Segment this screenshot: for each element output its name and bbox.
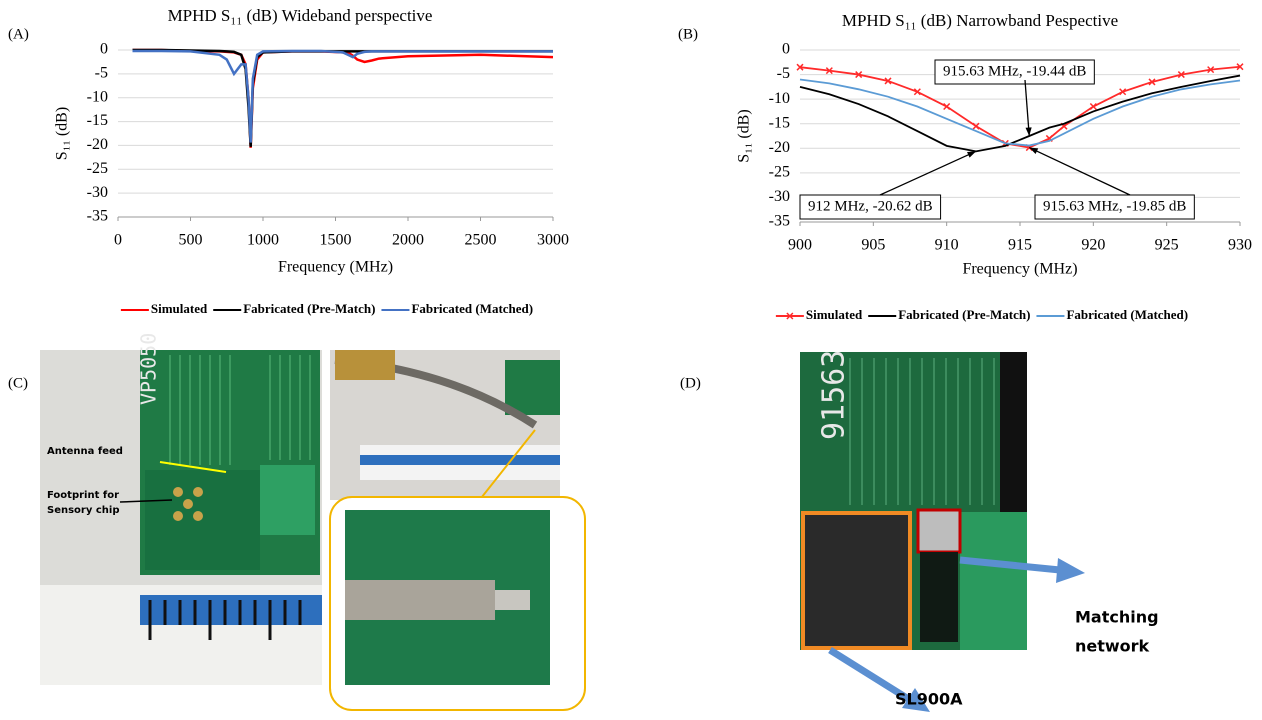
annotation: 915.63 MHz, -19.44 dB <box>943 63 1086 79</box>
legend-label: Simulated <box>806 307 863 322</box>
y-tick-label: -20 <box>87 136 108 153</box>
panel-label: (B) <box>678 26 698 42</box>
photo-c-cable <box>330 350 560 512</box>
x-tick-label: 1500 <box>320 232 352 249</box>
y-tick-label: -30 <box>769 188 790 205</box>
photo-c-inset <box>330 497 585 710</box>
annotation: Matching <box>1075 608 1159 627</box>
x-tick-label: 920 <box>1081 237 1105 254</box>
y-tick-label: -5 <box>95 65 108 82</box>
series-line <box>800 76 1240 152</box>
x-tick-label: 2000 <box>392 232 424 249</box>
series-line <box>800 79 1240 145</box>
arrowhead <box>1029 148 1038 154</box>
annotation: Footprint for <box>47 490 119 501</box>
arrowhead <box>967 151 976 157</box>
y-tick-label: -15 <box>769 114 790 131</box>
y-tick-label: -25 <box>87 160 108 177</box>
y-tick-label: -30 <box>87 184 108 201</box>
x-axis-label: Frequency (MHz) <box>278 259 393 276</box>
y-tick-label: -15 <box>87 112 108 129</box>
legend: Simulated Fabricated (Pre-Match) Fabricate… <box>121 301 533 316</box>
marker <box>1090 104 1096 110</box>
x-tick-label: 900 <box>788 237 812 254</box>
y-tick-label: -35 <box>769 213 790 230</box>
y-tick-label: -10 <box>769 90 790 107</box>
y-tick-label: -25 <box>769 164 790 181</box>
chart-title: MPHD S₁₁ (dB) Wideband perspective <box>168 6 433 25</box>
y-axis-label: S₁₁ (dB) <box>54 107 71 160</box>
annotation-arrow <box>1029 148 1130 195</box>
photo-c: VP5050 Antenna feed Footprint for Sensor… <box>40 333 322 685</box>
x-tick-label: 930 <box>1228 237 1252 254</box>
x-tick-label: 500 <box>179 232 203 249</box>
x-axis-label: Frequency (MHz) <box>962 261 1077 278</box>
panel-label: (A) <box>8 26 29 42</box>
annotation: SL900A <box>895 690 963 709</box>
x-tick-label: 0 <box>114 232 122 249</box>
photo-d: 91563 Matching network SL900A <box>800 350 1159 712</box>
series-line <box>133 50 554 147</box>
figure: (A) (B) (C) (D) VP5050 Antenna feed Foot… <box>0 0 1262 720</box>
legend-label: Simulated <box>151 301 208 316</box>
x-tick-label: 905 <box>861 237 885 254</box>
series-line <box>133 50 554 148</box>
y-tick-label: -35 <box>87 208 108 225</box>
legend-label: Fabricated (Pre-Match) <box>898 307 1030 322</box>
board-text: VP5050 <box>137 333 161 405</box>
x-tick-label: 2500 <box>465 232 497 249</box>
annotation: Antenna feed <box>47 446 123 457</box>
legend-label: Fabricated (Matched) <box>1066 307 1188 322</box>
annotation: 912 MHz, -20.62 dB <box>808 198 933 214</box>
chart-title: MPHD S₁₁ (dB) Narrowband Pespective <box>842 11 1118 30</box>
panel-label: (C) <box>8 375 28 391</box>
annotation: network <box>1075 637 1150 656</box>
series-line <box>133 51 554 143</box>
x-tick-label: 915 <box>1008 237 1032 254</box>
y-tick-label: -5 <box>777 65 790 82</box>
x-tick-label: 3000 <box>537 232 569 249</box>
annotation: Sensory chip <box>47 505 120 516</box>
y-tick-label: 0 <box>100 41 108 58</box>
annotation: 915.63 MHz, -19.85 dB <box>1043 198 1186 214</box>
x-tick-label: 910 <box>935 237 959 254</box>
marker <box>944 104 950 110</box>
legend-label: Fabricated (Matched) <box>411 301 533 316</box>
legend: Simulated Fabricated (Pre-Match) Fabricate… <box>776 307 1188 322</box>
y-tick-label: -20 <box>769 139 790 156</box>
x-tick-label: 1000 <box>247 232 279 249</box>
board-text: 91563 <box>817 350 852 440</box>
y-tick-label: -10 <box>87 88 108 105</box>
panel-label: (D) <box>680 375 701 391</box>
legend-label: Fabricated (Pre-Match) <box>243 301 375 316</box>
y-axis-label: S₁₁ (dB) <box>736 109 753 162</box>
x-tick-label: 925 <box>1155 237 1179 254</box>
y-tick-label: 0 <box>782 41 790 58</box>
